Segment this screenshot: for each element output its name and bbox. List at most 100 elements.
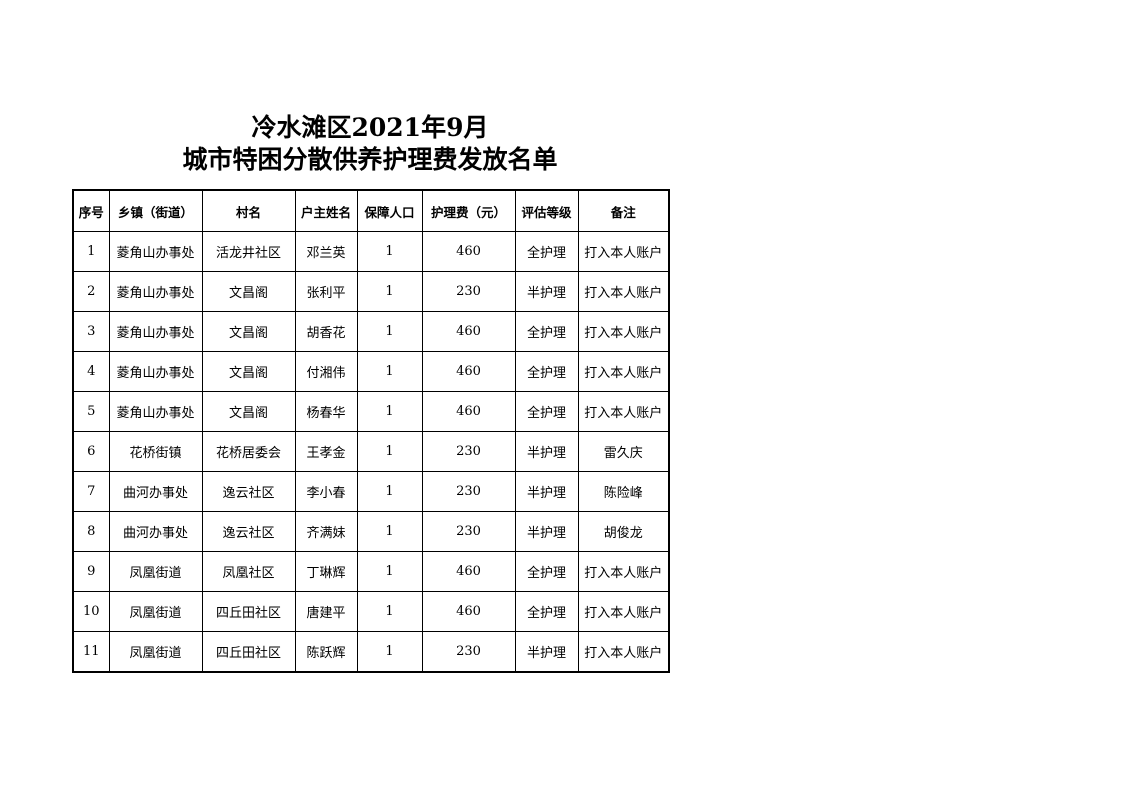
- cell-householder: 唐建平: [294, 591, 358, 632]
- cell-householder: 邓兰英: [294, 231, 358, 272]
- cell-remarks: 雷久庆: [577, 431, 670, 472]
- cell-village: 文昌阁: [201, 311, 296, 352]
- cell-population: 1: [356, 271, 423, 312]
- cell-population: 1: [356, 431, 423, 472]
- cell-village: 四丘田社区: [201, 591, 296, 632]
- cell-town: 凤凰街道: [108, 631, 203, 673]
- header-index: 序号: [72, 189, 110, 232]
- cell-population: 1: [356, 551, 423, 592]
- header-town: 乡镇（街道）: [108, 189, 203, 232]
- cell-town: 凤凰街道: [108, 591, 203, 632]
- cell-village: 四丘田社区: [201, 631, 296, 673]
- cell-fee: 460: [421, 591, 516, 632]
- cell-grade: 全护理: [514, 231, 579, 272]
- cell-fee: 460: [421, 231, 516, 272]
- table-row: 1 菱角山办事处 活龙井社区 邓兰英 1 460 全护理 打入本人账户: [72, 231, 670, 272]
- cell-population: 1: [356, 311, 423, 352]
- table-row: 11 凤凰街道 四丘田社区 陈跃辉 1 230 半护理 打入本人账户: [72, 631, 670, 673]
- cell-remarks: 打入本人账户: [577, 631, 670, 673]
- cell-town: 凤凰街道: [108, 551, 203, 592]
- document-title-line2: 城市特困分散供养护理费发放名单: [182, 145, 558, 174]
- table-header-row: 序号 乡镇（街道） 村名 户主姓名 保障人口 护理费（元） 评估等级 备注: [72, 189, 670, 232]
- cell-index: 9: [72, 551, 110, 592]
- cell-householder: 李小春: [294, 471, 358, 512]
- cell-householder: 陈跃辉: [294, 631, 358, 673]
- cell-grade: 全护理: [514, 311, 579, 352]
- cell-fee: 460: [421, 391, 516, 432]
- cell-fee: 230: [421, 631, 516, 673]
- cell-grade: 半护理: [514, 431, 579, 472]
- cell-index: 5: [72, 391, 110, 432]
- cell-grade: 全护理: [514, 551, 579, 592]
- cell-population: 1: [356, 471, 423, 512]
- cell-grade: 全护理: [514, 591, 579, 632]
- cell-fee: 230: [421, 511, 516, 552]
- cell-householder: 付湘伟: [294, 351, 358, 392]
- cell-grade: 全护理: [514, 391, 579, 432]
- table-row: 10 凤凰街道 四丘田社区 唐建平 1 460 全护理 打入本人账户: [72, 591, 670, 632]
- cell-remarks: 胡俊龙: [577, 511, 670, 552]
- cell-fee: 230: [421, 431, 516, 472]
- cell-village: 文昌阁: [201, 391, 296, 432]
- table-row: 6 花桥街镇 花桥居委会 王孝金 1 230 半护理 雷久庆: [72, 431, 670, 472]
- cell-village: 文昌阁: [201, 351, 296, 392]
- cell-village: 逸云社区: [201, 511, 296, 552]
- cell-population: 1: [356, 591, 423, 632]
- cell-householder: 胡香花: [294, 311, 358, 352]
- cell-householder: 齐满妹: [294, 511, 358, 552]
- cell-index: 10: [72, 591, 110, 632]
- cell-remarks: 打入本人账户: [577, 271, 670, 312]
- cell-index: 2: [72, 271, 110, 312]
- cell-index: 11: [72, 631, 110, 673]
- cell-fee: 460: [421, 551, 516, 592]
- cell-fee: 460: [421, 351, 516, 392]
- cell-population: 1: [356, 351, 423, 392]
- cell-index: 6: [72, 431, 110, 472]
- cell-householder: 王孝金: [294, 431, 358, 472]
- cell-village: 凤凰社区: [201, 551, 296, 592]
- cell-fee: 230: [421, 471, 516, 512]
- table-row: 9 凤凰街道 凤凰社区 丁琳辉 1 460 全护理 打入本人账户: [72, 551, 670, 592]
- cell-remarks: 打入本人账户: [577, 591, 670, 632]
- cell-remarks: 打入本人账户: [577, 391, 670, 432]
- cell-fee: 230: [421, 271, 516, 312]
- cell-index: 7: [72, 471, 110, 512]
- cell-village: 活龙井社区: [201, 231, 296, 272]
- cell-index: 1: [72, 231, 110, 272]
- cell-grade: 半护理: [514, 271, 579, 312]
- cell-index: 4: [72, 351, 110, 392]
- cell-grade: 半护理: [514, 471, 579, 512]
- cell-remarks: 打入本人账户: [577, 311, 670, 352]
- cell-town: 菱角山办事处: [108, 311, 203, 352]
- cell-grade: 半护理: [514, 511, 579, 552]
- cell-village: 花桥居委会: [201, 431, 296, 472]
- header-householder: 户主姓名: [294, 189, 358, 232]
- cell-town: 菱角山办事处: [108, 351, 203, 392]
- cell-town: 菱角山办事处: [108, 231, 203, 272]
- cell-grade: 全护理: [514, 351, 579, 392]
- cell-population: 1: [356, 631, 423, 673]
- cell-remarks: 打入本人账户: [577, 231, 670, 272]
- cell-householder: 丁琳辉: [294, 551, 358, 592]
- header-fee: 护理费（元）: [421, 189, 516, 232]
- table-row: 2 菱角山办事处 文昌阁 张利平 1 230 半护理 打入本人账户: [72, 271, 670, 312]
- cell-population: 1: [356, 231, 423, 272]
- cell-remarks: 打入本人账户: [577, 551, 670, 592]
- cell-town: 花桥街镇: [108, 431, 203, 472]
- cell-population: 1: [356, 511, 423, 552]
- cell-householder: 杨春华: [294, 391, 358, 432]
- cell-index: 8: [72, 511, 110, 552]
- cell-householder: 张利平: [294, 271, 358, 312]
- cell-fee: 460: [421, 311, 516, 352]
- header-grade: 评估等级: [514, 189, 579, 232]
- cell-town: 曲河办事处: [108, 511, 203, 552]
- table-row: 5 菱角山办事处 文昌阁 杨春华 1 460 全护理 打入本人账户: [72, 391, 670, 432]
- table-row: 8 曲河办事处 逸云社区 齐满妹 1 230 半护理 胡俊龙: [72, 511, 670, 552]
- cell-remarks: 打入本人账户: [577, 351, 670, 392]
- cell-town: 菱角山办事处: [108, 391, 203, 432]
- cell-town: 曲河办事处: [108, 471, 203, 512]
- table-row: 4 菱角山办事处 文昌阁 付湘伟 1 460 全护理 打入本人账户: [72, 351, 670, 392]
- table-row: 3 菱角山办事处 文昌阁 胡香花 1 460 全护理 打入本人账户: [72, 311, 670, 352]
- cell-grade: 半护理: [514, 631, 579, 673]
